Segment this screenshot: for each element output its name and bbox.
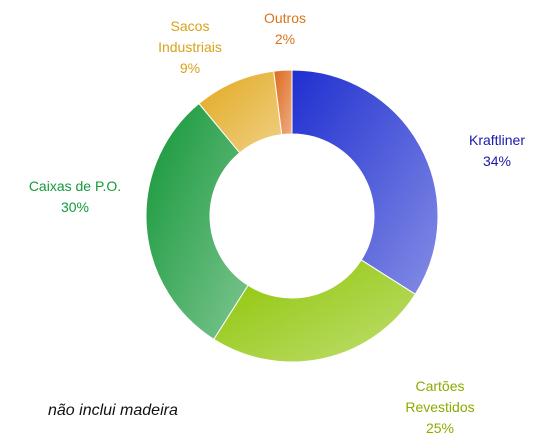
slice-label: Kraftliner 34%	[447, 130, 535, 172]
category-label: Outros	[263, 10, 306, 26]
slice-label: Sacos Industriais 9%	[140, 16, 240, 79]
value-label: 2%	[274, 31, 296, 47]
value-label: 25%	[425, 420, 455, 436]
slice-label: Caixas de P.O. 30%	[0, 176, 150, 218]
donut-slice	[273, 69, 293, 136]
slice-label: Outros 2%	[250, 8, 320, 50]
donut-slice	[145, 102, 249, 340]
annotation: não inclui madeira	[48, 402, 178, 419]
value-label: 34%	[482, 153, 512, 169]
slice-label: Cartões Revestidos 25%	[385, 376, 495, 439]
category-label: Kraftliner	[468, 132, 526, 148]
category-label: Cartões Revestidos	[405, 378, 475, 415]
value-label: 9%	[179, 60, 201, 76]
donut-slice	[291, 69, 439, 295]
category-label: Sacos Industriais	[158, 18, 222, 55]
donut-slice	[213, 259, 416, 363]
category-label: Caixas de P.O.	[28, 178, 122, 194]
value-label: 30%	[60, 199, 90, 215]
